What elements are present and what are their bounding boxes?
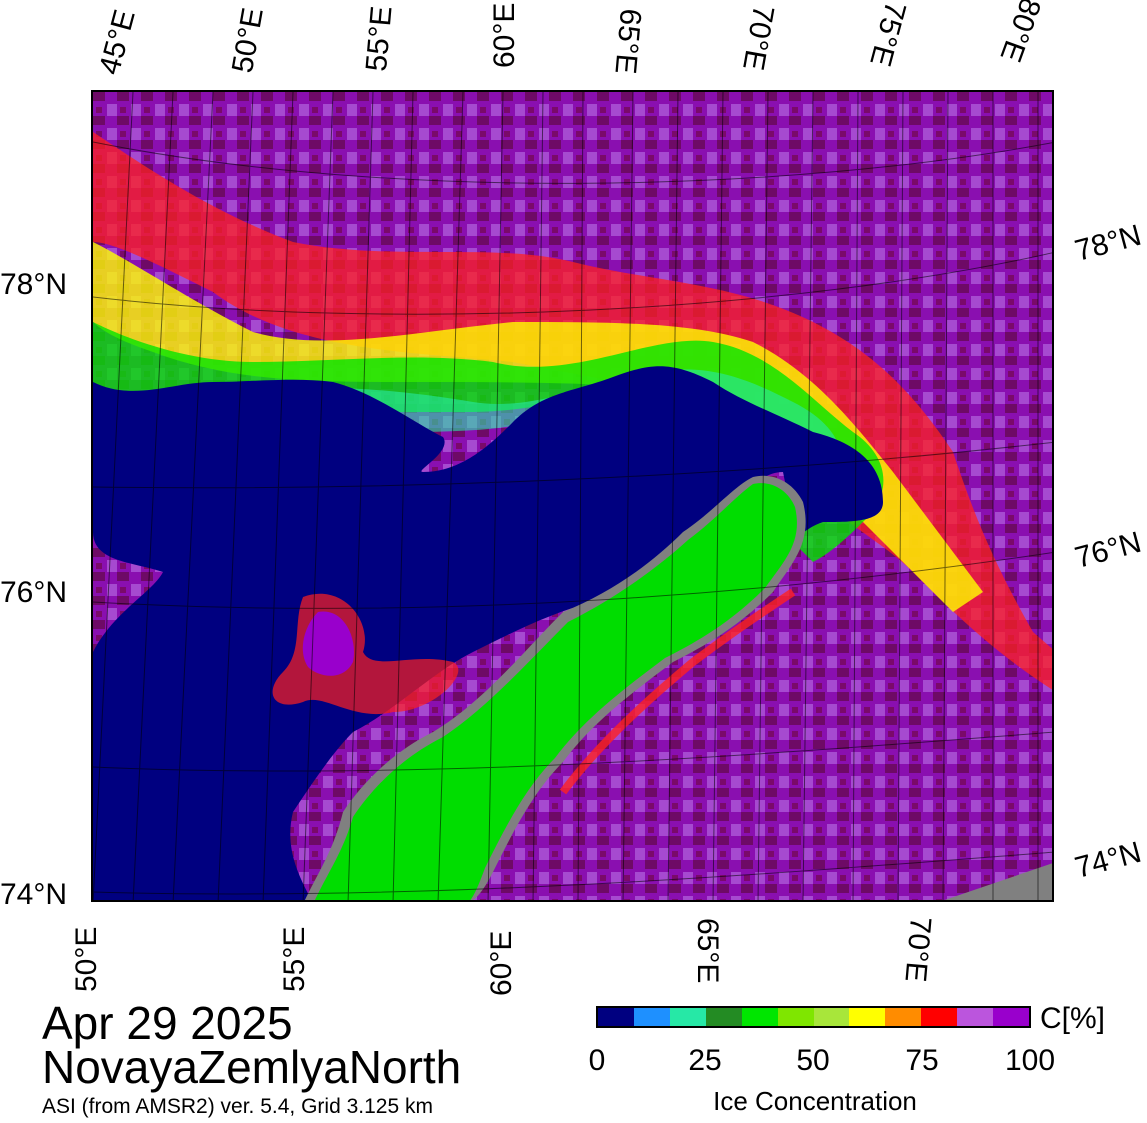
colorbar-tick: 25	[688, 1044, 722, 1077]
graticule	[93, 92, 1052, 900]
left-lat-label: 78°N	[0, 268, 68, 301]
marginal-ice-red	[93, 132, 1052, 690]
colorbar-tick: 100	[1004, 1044, 1056, 1077]
top-lon-label: 55°E	[360, 4, 399, 73]
bottom-lon-label: 60°E	[485, 930, 518, 996]
colorbar-tick: 50	[796, 1044, 830, 1077]
top-lon-label: 75°E	[863, 0, 912, 70]
right-lat-label: 76°N	[1071, 525, 1145, 575]
colorbar-segment	[813, 1008, 850, 1026]
date-title: Apr 29 2025	[42, 997, 293, 1049]
left-lat-label: 74°N	[0, 878, 68, 911]
map-canvas	[93, 92, 1052, 900]
colorbar-unit: C[%]	[1040, 1002, 1106, 1035]
top-lon-label: 60°E	[488, 2, 521, 68]
bottom-lon-label: 70°E	[898, 915, 937, 984]
colorbar-segment	[777, 1008, 814, 1026]
colorbar-segment	[885, 1008, 922, 1026]
colorbar-tick: 75	[905, 1044, 939, 1077]
top-lon-label: 50°E	[226, 5, 270, 76]
left-lat-label: 76°N	[0, 576, 68, 609]
land-corner	[944, 863, 1052, 900]
sea-ice-map	[91, 90, 1054, 902]
data-credit: ASI (from AMSR2) ver. 5.4, Grid 3.125 km	[42, 1095, 433, 1118]
colorbar-segment	[705, 1008, 742, 1026]
colorbar-segment	[633, 1008, 670, 1026]
novaya-zemlya-land	[314, 483, 797, 900]
bottom-lon-label: 55°E	[278, 926, 311, 992]
right-lat-label: 78°N	[1071, 218, 1145, 268]
colorbar-tick: 0	[588, 1044, 606, 1077]
colorbar-segment	[741, 1008, 778, 1026]
colorbar-segment	[669, 1008, 706, 1026]
colorbar-label: Ice Concentration	[713, 1086, 917, 1116]
open-water	[93, 366, 883, 900]
right-lat-label: 74°N	[1071, 835, 1145, 885]
top-lon-label: 45°E	[93, 6, 142, 79]
coastal-ice-seam	[559, 588, 796, 795]
colorbar-segment	[993, 1008, 1030, 1026]
colorbar-segment	[849, 1008, 886, 1026]
colorbar-segment	[921, 1008, 958, 1026]
top-lon-label: 80°E	[993, 0, 1047, 67]
colorbar-segment	[598, 1008, 634, 1026]
bottom-lon-label: 65°E	[691, 918, 724, 984]
colorbar-segment	[957, 1008, 994, 1026]
bottom-lon-label: 50°E	[70, 926, 103, 992]
region-title: NovayaZemlyaNorth	[42, 1041, 462, 1093]
top-lon-label: 70°E	[736, 2, 780, 73]
colorbar	[596, 1006, 1031, 1028]
top-lon-label: 65°E	[608, 7, 647, 76]
ice-patch-core	[302, 611, 354, 676]
